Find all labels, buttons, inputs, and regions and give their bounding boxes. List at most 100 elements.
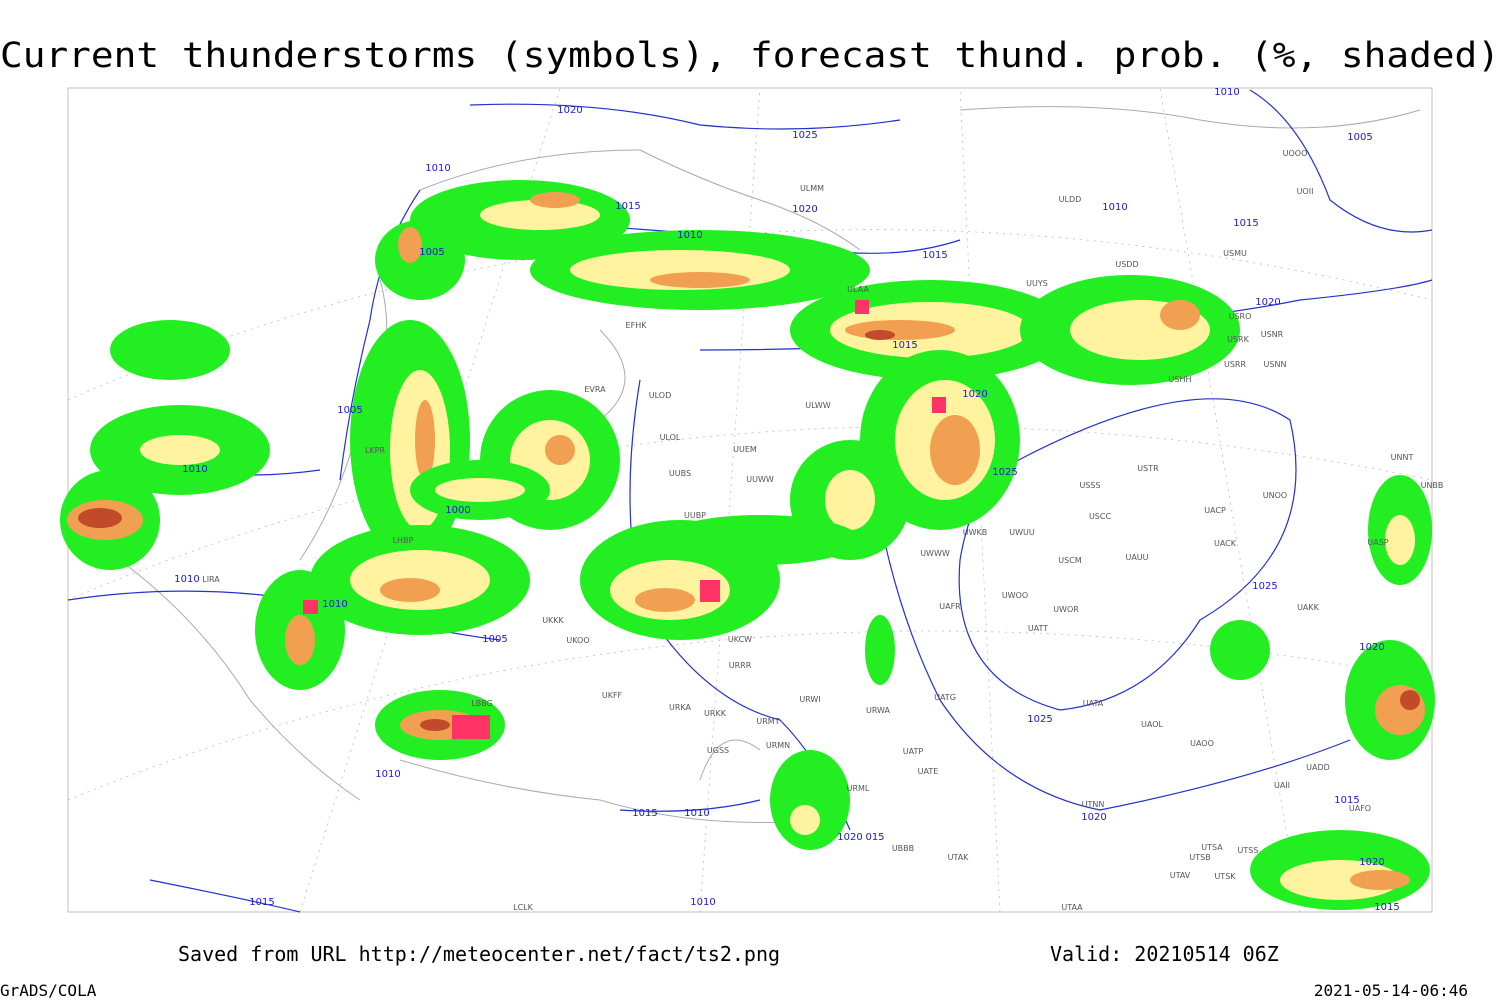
station-label: UAII xyxy=(1274,781,1290,790)
isobar-labels: 1020 1025 1010 1005 1010 1015 1020 1010 1015 1010… xyxy=(174,87,1399,913)
isobar-label: 1025 xyxy=(1027,714,1052,725)
station-label: UAFR xyxy=(939,602,961,611)
isobar-label: 1010 xyxy=(1214,87,1239,98)
station-label: UNBB xyxy=(1421,481,1444,490)
station-label: LKPR xyxy=(365,446,386,455)
isobar-label: 1010 xyxy=(322,599,347,610)
station-label: UAOO xyxy=(1190,739,1214,748)
isobar-label: 1020 xyxy=(962,389,987,400)
station-label: LCLK xyxy=(513,903,534,912)
station-label: LIRA xyxy=(202,575,220,584)
station-label: USDD xyxy=(1115,260,1138,269)
isobar-label: 015 xyxy=(865,832,884,843)
station-label: URKA xyxy=(669,703,692,712)
isobar-label: 1020 xyxy=(792,204,817,215)
valid-time: Valid: 20210514 06Z xyxy=(1050,942,1279,966)
isobar-label: 1020 xyxy=(1359,857,1384,868)
station-label: UWWW xyxy=(920,549,950,558)
isobar-label: 1025 xyxy=(1252,581,1277,592)
isobar-label: 1000 xyxy=(445,505,470,516)
isobar-label: 1020 xyxy=(557,105,582,116)
station-label: LBBG xyxy=(471,699,493,708)
station-label: URMN xyxy=(766,741,790,750)
station-label: UAOL xyxy=(1141,720,1163,729)
station-label: URRR xyxy=(729,661,752,670)
isobar-label: 1015 xyxy=(632,808,657,819)
station-label: USHH xyxy=(1169,375,1192,384)
station-label: ULMM xyxy=(800,184,824,193)
isobar-label: 1005 xyxy=(337,405,362,416)
station-label: UTAA xyxy=(1061,903,1083,912)
station-label: UUEM xyxy=(733,445,757,454)
station-label: UOII xyxy=(1297,187,1314,196)
isobar-label: 1010 xyxy=(425,163,450,174)
isobar-label: 1020 xyxy=(1081,812,1106,823)
station-label: UAUU xyxy=(1125,553,1148,562)
isobar-label: 1015 xyxy=(922,250,947,261)
map-frame xyxy=(67,87,1433,913)
isobar-label: 1015 xyxy=(892,340,917,351)
software: GrADS/COLA xyxy=(0,981,97,1000)
thunderstorm-symbols xyxy=(303,300,946,739)
station-label: UGSS xyxy=(707,746,729,755)
isobar-label: 1010 xyxy=(690,897,715,908)
station-label: UAKK xyxy=(1297,603,1320,612)
station-label: UOOO xyxy=(1283,149,1308,158)
station-label: UADD xyxy=(1306,763,1330,772)
station-label: USRK xyxy=(1227,335,1249,344)
station-label: UWOO xyxy=(1002,591,1028,600)
station-label: UKFF xyxy=(602,691,623,700)
station-label: UNOO xyxy=(1263,491,1287,500)
station-label: UATA xyxy=(1083,699,1104,708)
station-label: UASP xyxy=(1367,538,1388,547)
station-label: ULOD xyxy=(649,391,671,400)
station-label: USRO xyxy=(1229,312,1252,321)
station-label: UTSA xyxy=(1201,843,1223,852)
station-label: ULWW xyxy=(805,401,830,410)
station-label: LHBP xyxy=(393,536,414,545)
station-label: UUWW xyxy=(746,475,774,484)
station-label: UTSB xyxy=(1189,853,1210,862)
station-label: UTSS xyxy=(1238,846,1259,855)
station-labels: ULAA ULDD ULMM USDD UUYS USMU UOOO UOII USRO USRK… xyxy=(202,149,1443,912)
station-label: UNNT xyxy=(1391,453,1414,462)
isobar-label: 1010 xyxy=(174,574,199,585)
station-label: ULDD xyxy=(1059,195,1082,204)
station-label: UACK xyxy=(1214,539,1237,548)
station-label: UTAK xyxy=(948,853,970,862)
station-label: UWKB xyxy=(963,528,988,537)
station-label: UWUU xyxy=(1009,528,1035,537)
map: 1020 1025 1010 1005 1010 1015 1020 1010 1015 1010… xyxy=(60,87,1443,913)
station-label: USTR xyxy=(1137,464,1159,473)
isobar-label: 1020 xyxy=(1359,642,1384,653)
station-label: EFHK xyxy=(626,321,648,330)
isobar-label: 1020 xyxy=(837,832,862,843)
station-label: EVRA xyxy=(584,385,606,394)
coastlines xyxy=(119,106,1421,823)
isobar-label: 1015 xyxy=(1334,795,1359,806)
isobar-label: 1015 xyxy=(1233,218,1258,229)
station-label: USNR xyxy=(1261,330,1284,339)
station-label: UBBB xyxy=(892,844,914,853)
station-label: UKOO xyxy=(566,636,589,645)
station-label: ULAA xyxy=(847,285,869,294)
isobar-label: 1010 xyxy=(677,230,702,241)
station-label: USCC xyxy=(1089,512,1112,521)
station-label: URWA xyxy=(866,706,891,715)
station-label: USNN xyxy=(1264,360,1287,369)
probability-shading xyxy=(60,180,1435,910)
station-label: UATT xyxy=(1028,624,1048,633)
station-label: UATG xyxy=(934,693,956,702)
isobar-label: 1015 xyxy=(615,201,640,212)
station-label: UWOR xyxy=(1053,605,1079,614)
station-label: UUBP xyxy=(684,511,706,520)
source-url: Saved from URL http://meteocenter.net/fa… xyxy=(178,942,780,966)
station-label: URWI xyxy=(799,695,820,704)
station-label: URKK xyxy=(704,709,727,718)
station-label: UUBS xyxy=(669,469,691,478)
title: Current thunderstorms (symbols), forecas… xyxy=(0,36,1500,76)
timestamp: 2021-05-14-06:46 xyxy=(1314,981,1468,1000)
station-label: USRR xyxy=(1224,360,1246,369)
station-label: UTAV xyxy=(1170,871,1191,880)
station-label: UTSK xyxy=(1214,872,1236,881)
